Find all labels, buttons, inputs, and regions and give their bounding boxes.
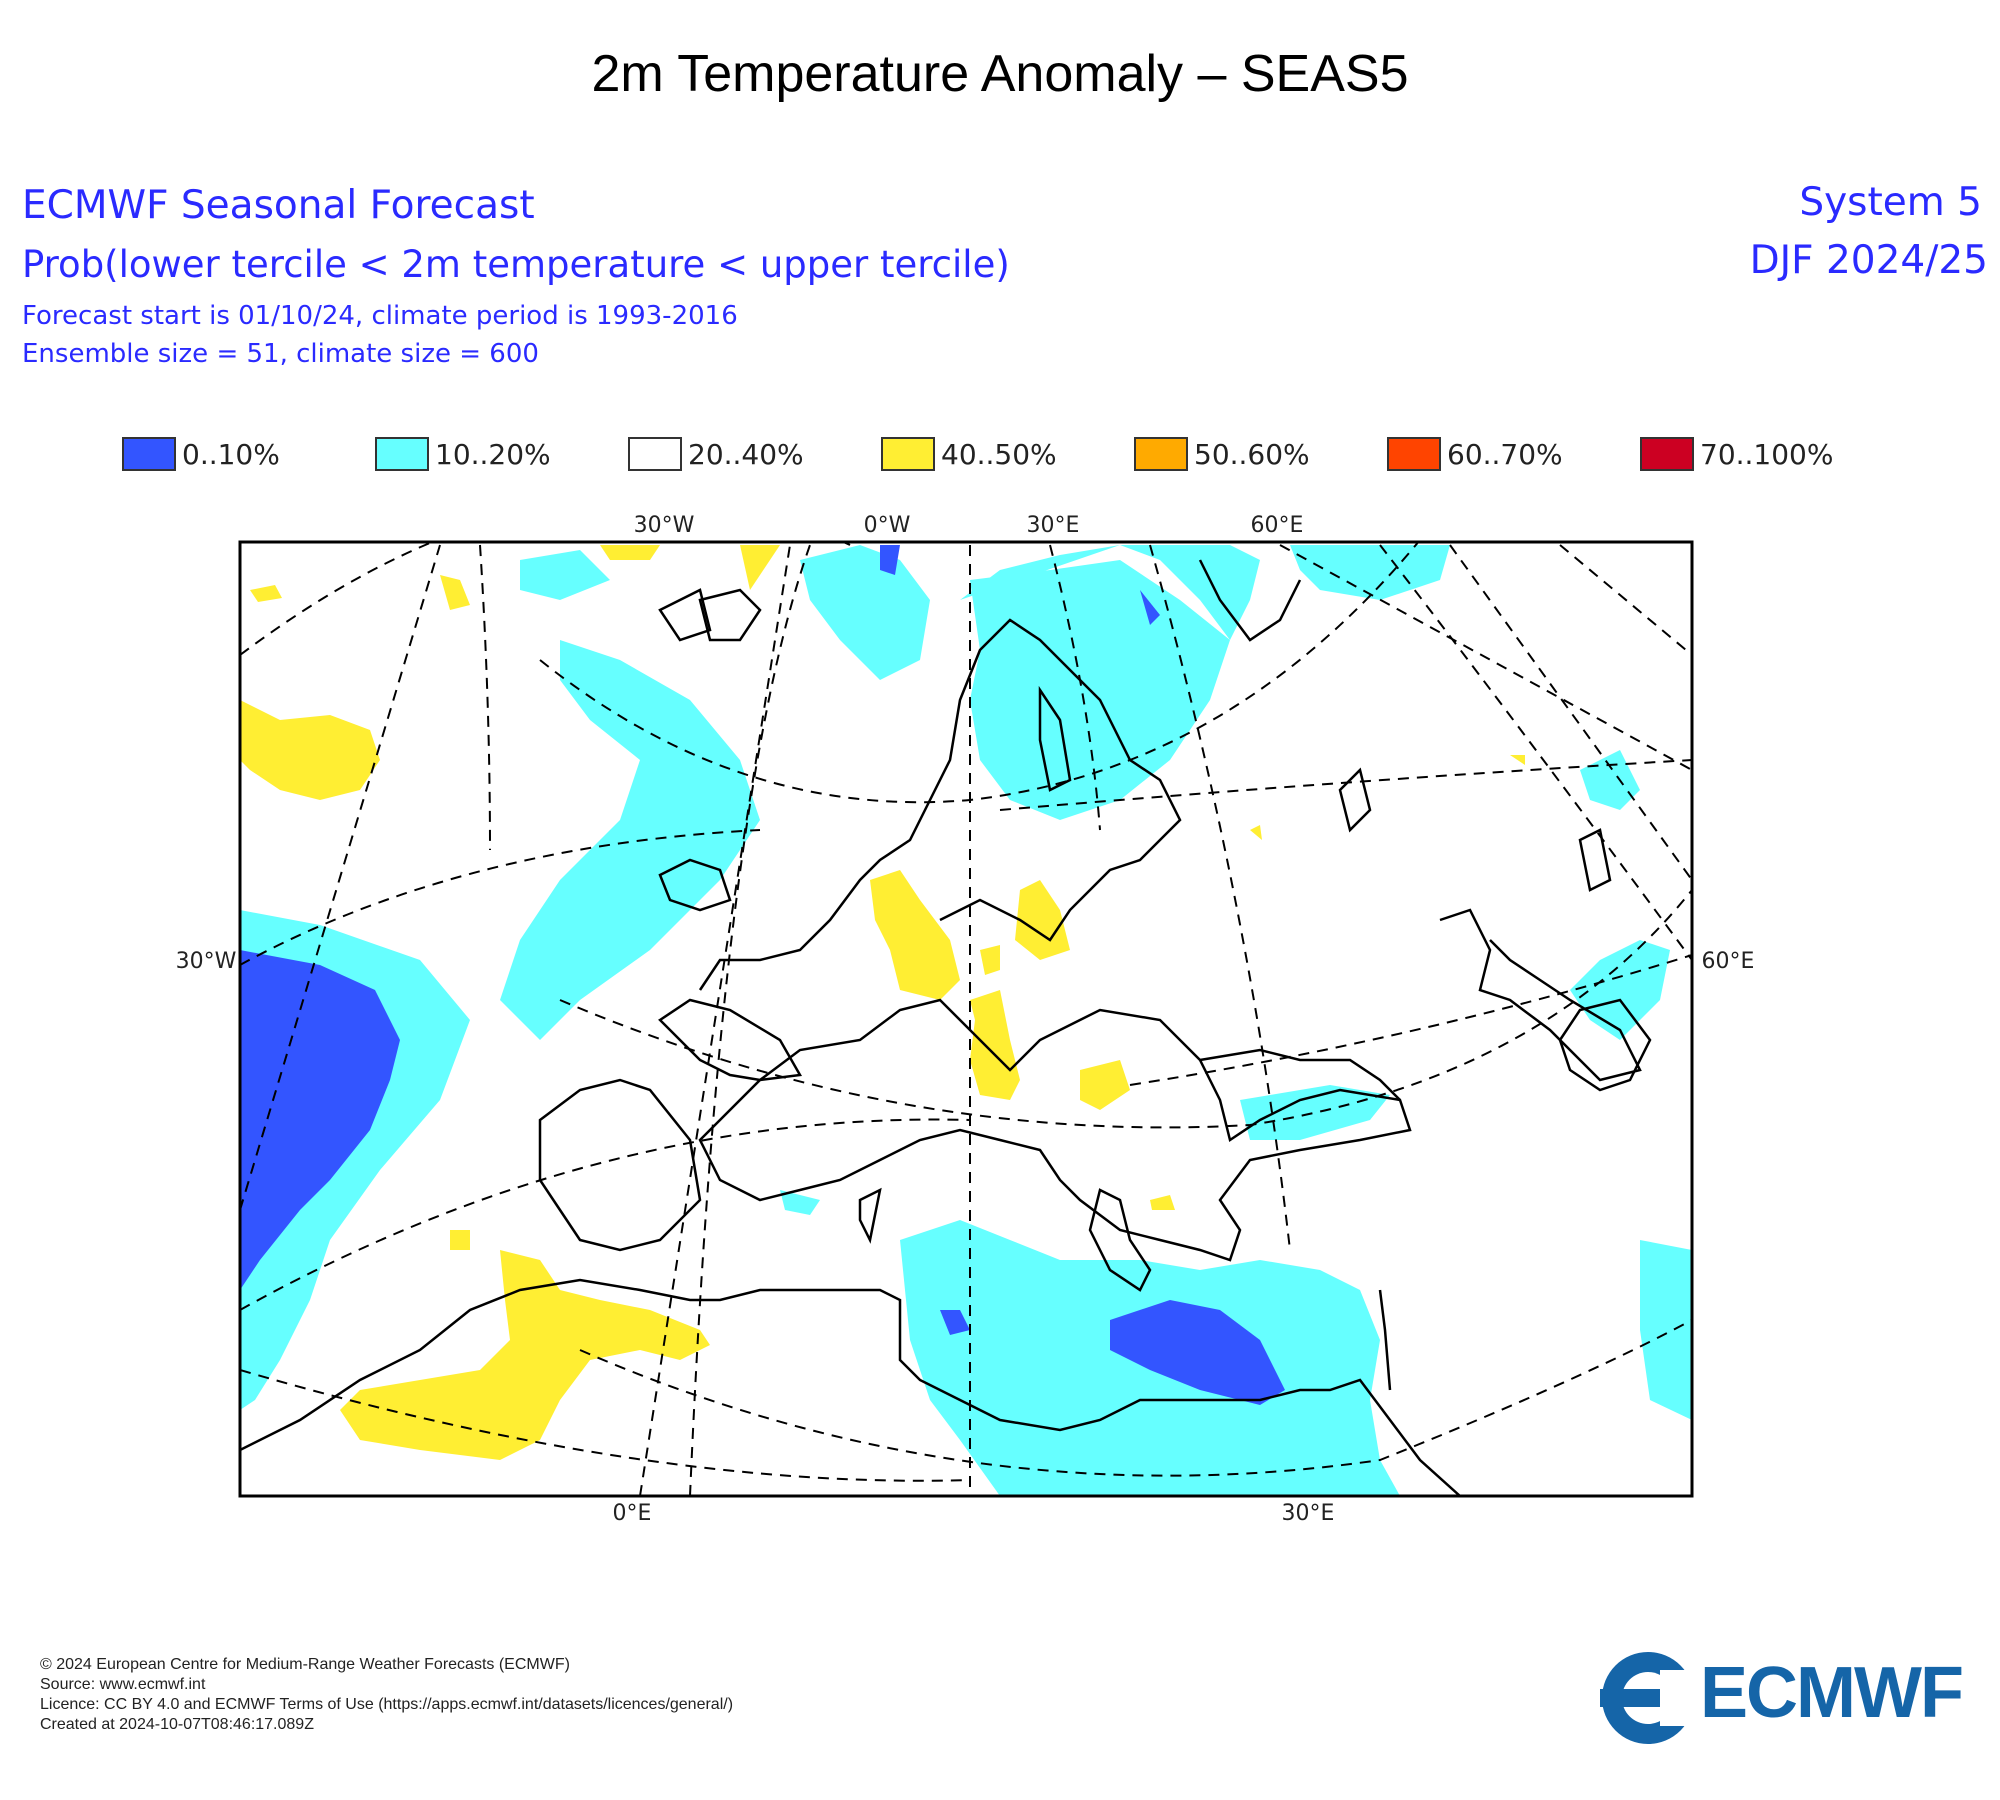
ecmwf-logo-icon [1600, 1652, 1700, 1744]
graticule [240, 542, 1692, 1496]
blue-regions [240, 545, 1285, 1405]
legend-swatch [1387, 437, 1441, 471]
legend-item: 20..40% [628, 434, 804, 474]
legend-label: 40..50% [941, 437, 1057, 471]
legend-label: 0..10% [182, 437, 280, 471]
legend-item: 0..10% [122, 434, 280, 474]
right-label-60e: 60°E [1702, 949, 1755, 974]
top-label-0w: 0°W [864, 513, 911, 538]
map-axis-labels: 30°W 0°W 30°E 60°E 30°W 60°E 0°E 30°E [176, 513, 1755, 1526]
header-season: DJF 2024/25 [1749, 238, 1988, 283]
yellow-regions [240, 545, 1525, 1460]
legend-item: 60..70% [1387, 434, 1563, 474]
bottom-label-0e: 0°E [613, 1501, 652, 1526]
legend-swatch [1640, 437, 1694, 471]
top-label-30e: 30°E [1027, 513, 1080, 538]
legend-label: 70..100% [1700, 437, 1834, 471]
legend-label: 10..20% [435, 437, 551, 471]
map-frame [238, 540, 1694, 1498]
page-title: 2m Temperature Anomaly – SEAS5 [591, 45, 1409, 103]
coastlines [240, 559, 1652, 1496]
legend-swatch [375, 437, 429, 471]
legend-swatch [628, 437, 682, 471]
header-ensemble: Ensemble size = 51, climate size = 600 [22, 339, 539, 369]
legend-label: 60..70% [1447, 437, 1563, 471]
footer-source: Source: www.ecmwf.int [40, 1676, 206, 1693]
cyan-regions [240, 545, 1692, 1496]
legend-swatch [1134, 437, 1188, 471]
header-org: ECMWF Seasonal Forecast [22, 183, 535, 228]
footer-licence: Licence: CC BY 4.0 and ECMWF Terms of Us… [40, 1696, 734, 1713]
bottom-label-30e: 30°E [1282, 1501, 1335, 1526]
top-label-30w: 30°W [634, 513, 695, 538]
footer-created: Created at 2024-10-07T08:46:17.089Z [40, 1716, 314, 1733]
footer-copyright: © 2024 European Centre for Medium-Range … [40, 1656, 570, 1673]
probability-fields [240, 542, 1692, 1496]
header-system: System 5 [1799, 180, 1982, 225]
legend-swatch [122, 437, 176, 471]
legend-swatch [881, 437, 935, 471]
header-forecast-start: Forecast start is 01/10/24, climate peri… [22, 301, 738, 331]
legend-item: 50..60% [1134, 434, 1310, 474]
ecmwf-logo-text: ECMWF [1700, 1653, 1964, 1733]
top-label-60e: 60°E [1251, 513, 1304, 538]
left-label-30w: 30°W [176, 949, 237, 974]
legend-label: 20..40% [688, 437, 804, 471]
legend-item: 70..100% [1640, 434, 1833, 474]
header-probability: Prob(lower tercile < 2m temperature < up… [22, 243, 1010, 286]
legend-item: 40..50% [881, 434, 1057, 474]
legend-label: 50..60% [1194, 437, 1310, 471]
legend-item: 10..20% [375, 434, 551, 474]
